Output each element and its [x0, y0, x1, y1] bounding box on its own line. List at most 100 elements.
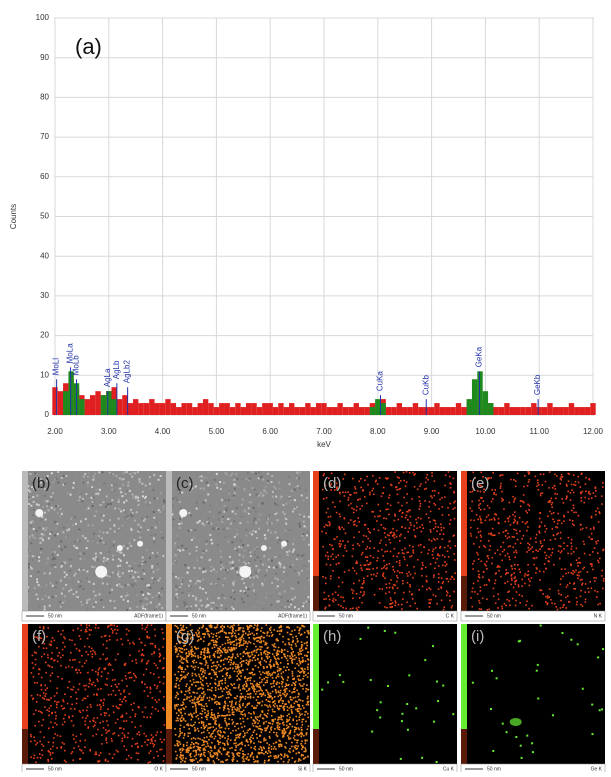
signal-dot [245, 706, 247, 708]
signal-dot [367, 575, 369, 577]
spectrum-bar [477, 371, 482, 415]
signal-dot [233, 743, 235, 745]
signal-dot [364, 480, 366, 482]
signal-dot [434, 520, 436, 522]
speckle [69, 570, 71, 572]
speckle [248, 513, 250, 515]
signal-dot [159, 653, 161, 655]
speckle [40, 551, 42, 553]
signal-dot [511, 579, 513, 581]
signal-dot [302, 755, 304, 757]
signal-dot [46, 647, 48, 649]
signal-dot [422, 586, 424, 588]
signal-dot [72, 715, 74, 717]
speckle [134, 472, 136, 474]
signal-dot [131, 721, 133, 723]
signal-dot [567, 545, 569, 547]
signal-dot [246, 646, 248, 648]
signal-dot [99, 722, 101, 724]
speckle [275, 573, 277, 575]
signal-dot [426, 513, 428, 515]
signal-dot [86, 710, 88, 712]
signal-dot [353, 537, 355, 539]
speckle [145, 485, 147, 487]
speckle [141, 591, 143, 593]
signal-dot [583, 543, 585, 545]
signal-dot [264, 760, 266, 762]
signal-dot [277, 658, 279, 660]
signal-dot [84, 662, 86, 664]
speckle [61, 513, 63, 515]
signal-dot [87, 727, 89, 729]
speckle [79, 553, 81, 555]
speckle [84, 499, 86, 501]
signal-dot [495, 579, 497, 581]
signal-dot [239, 642, 241, 644]
signal-dot [341, 527, 343, 529]
signal-dot [445, 474, 447, 476]
signal-dot [291, 684, 293, 686]
signal-dot [238, 633, 240, 635]
signal-dot [159, 660, 161, 662]
signal-dot [595, 490, 597, 492]
speckle [139, 478, 141, 480]
speckle [72, 487, 74, 489]
signal-dot [399, 560, 401, 562]
signal-dot [55, 712, 57, 714]
signal-dot [256, 649, 258, 651]
signal-dot [103, 702, 105, 704]
signal-dot [587, 588, 589, 590]
signal-dot [360, 587, 362, 589]
signal-dot [438, 577, 440, 579]
signal-dot [34, 682, 36, 684]
spectrum-bar [537, 407, 542, 415]
signal-dot [339, 493, 341, 495]
signal-dot [226, 692, 228, 694]
speckle [249, 494, 251, 496]
signal-dot [299, 629, 301, 631]
signal-dot [163, 760, 165, 762]
signal-dot [470, 508, 472, 510]
signal-dot [276, 741, 278, 743]
speckle [243, 582, 245, 584]
signal-dot [214, 671, 216, 673]
signal-dot [340, 543, 342, 545]
spectrum-bar [192, 407, 197, 415]
signal-dot [96, 693, 98, 695]
speckle [235, 568, 237, 570]
signal-dot [308, 630, 310, 632]
signal-dot [232, 721, 234, 723]
signal-dot [412, 472, 414, 474]
speckle [245, 535, 247, 537]
speckle [236, 478, 238, 480]
signal-dot [156, 751, 158, 753]
speckle [103, 515, 105, 517]
signal-dot [491, 519, 493, 521]
signal-dot [273, 685, 275, 687]
signal-dot [90, 651, 92, 653]
signal-dot [213, 662, 215, 664]
signal-dot [149, 761, 151, 763]
signal-dot [478, 558, 480, 560]
signal-dot [104, 635, 106, 637]
signal-dot [298, 760, 300, 762]
signal-dot [120, 716, 122, 718]
speckle [230, 568, 232, 570]
signal-dot [106, 684, 108, 686]
signal-dot [239, 752, 241, 754]
signal-dot [471, 606, 473, 608]
spectrum-bar [359, 407, 364, 415]
signal-dot [43, 737, 45, 739]
signal-dot [435, 504, 437, 506]
signal-dot [99, 667, 101, 669]
speckle [230, 523, 232, 525]
signal-dot [409, 522, 411, 524]
signal-dot [232, 760, 234, 762]
signal-dot [294, 735, 296, 737]
signal-dot [527, 574, 529, 576]
speckle [39, 542, 41, 544]
signal-dot [39, 753, 41, 755]
signal-dot [510, 575, 512, 577]
signal-dot [247, 756, 249, 758]
peak-label: CuKb [421, 375, 430, 396]
